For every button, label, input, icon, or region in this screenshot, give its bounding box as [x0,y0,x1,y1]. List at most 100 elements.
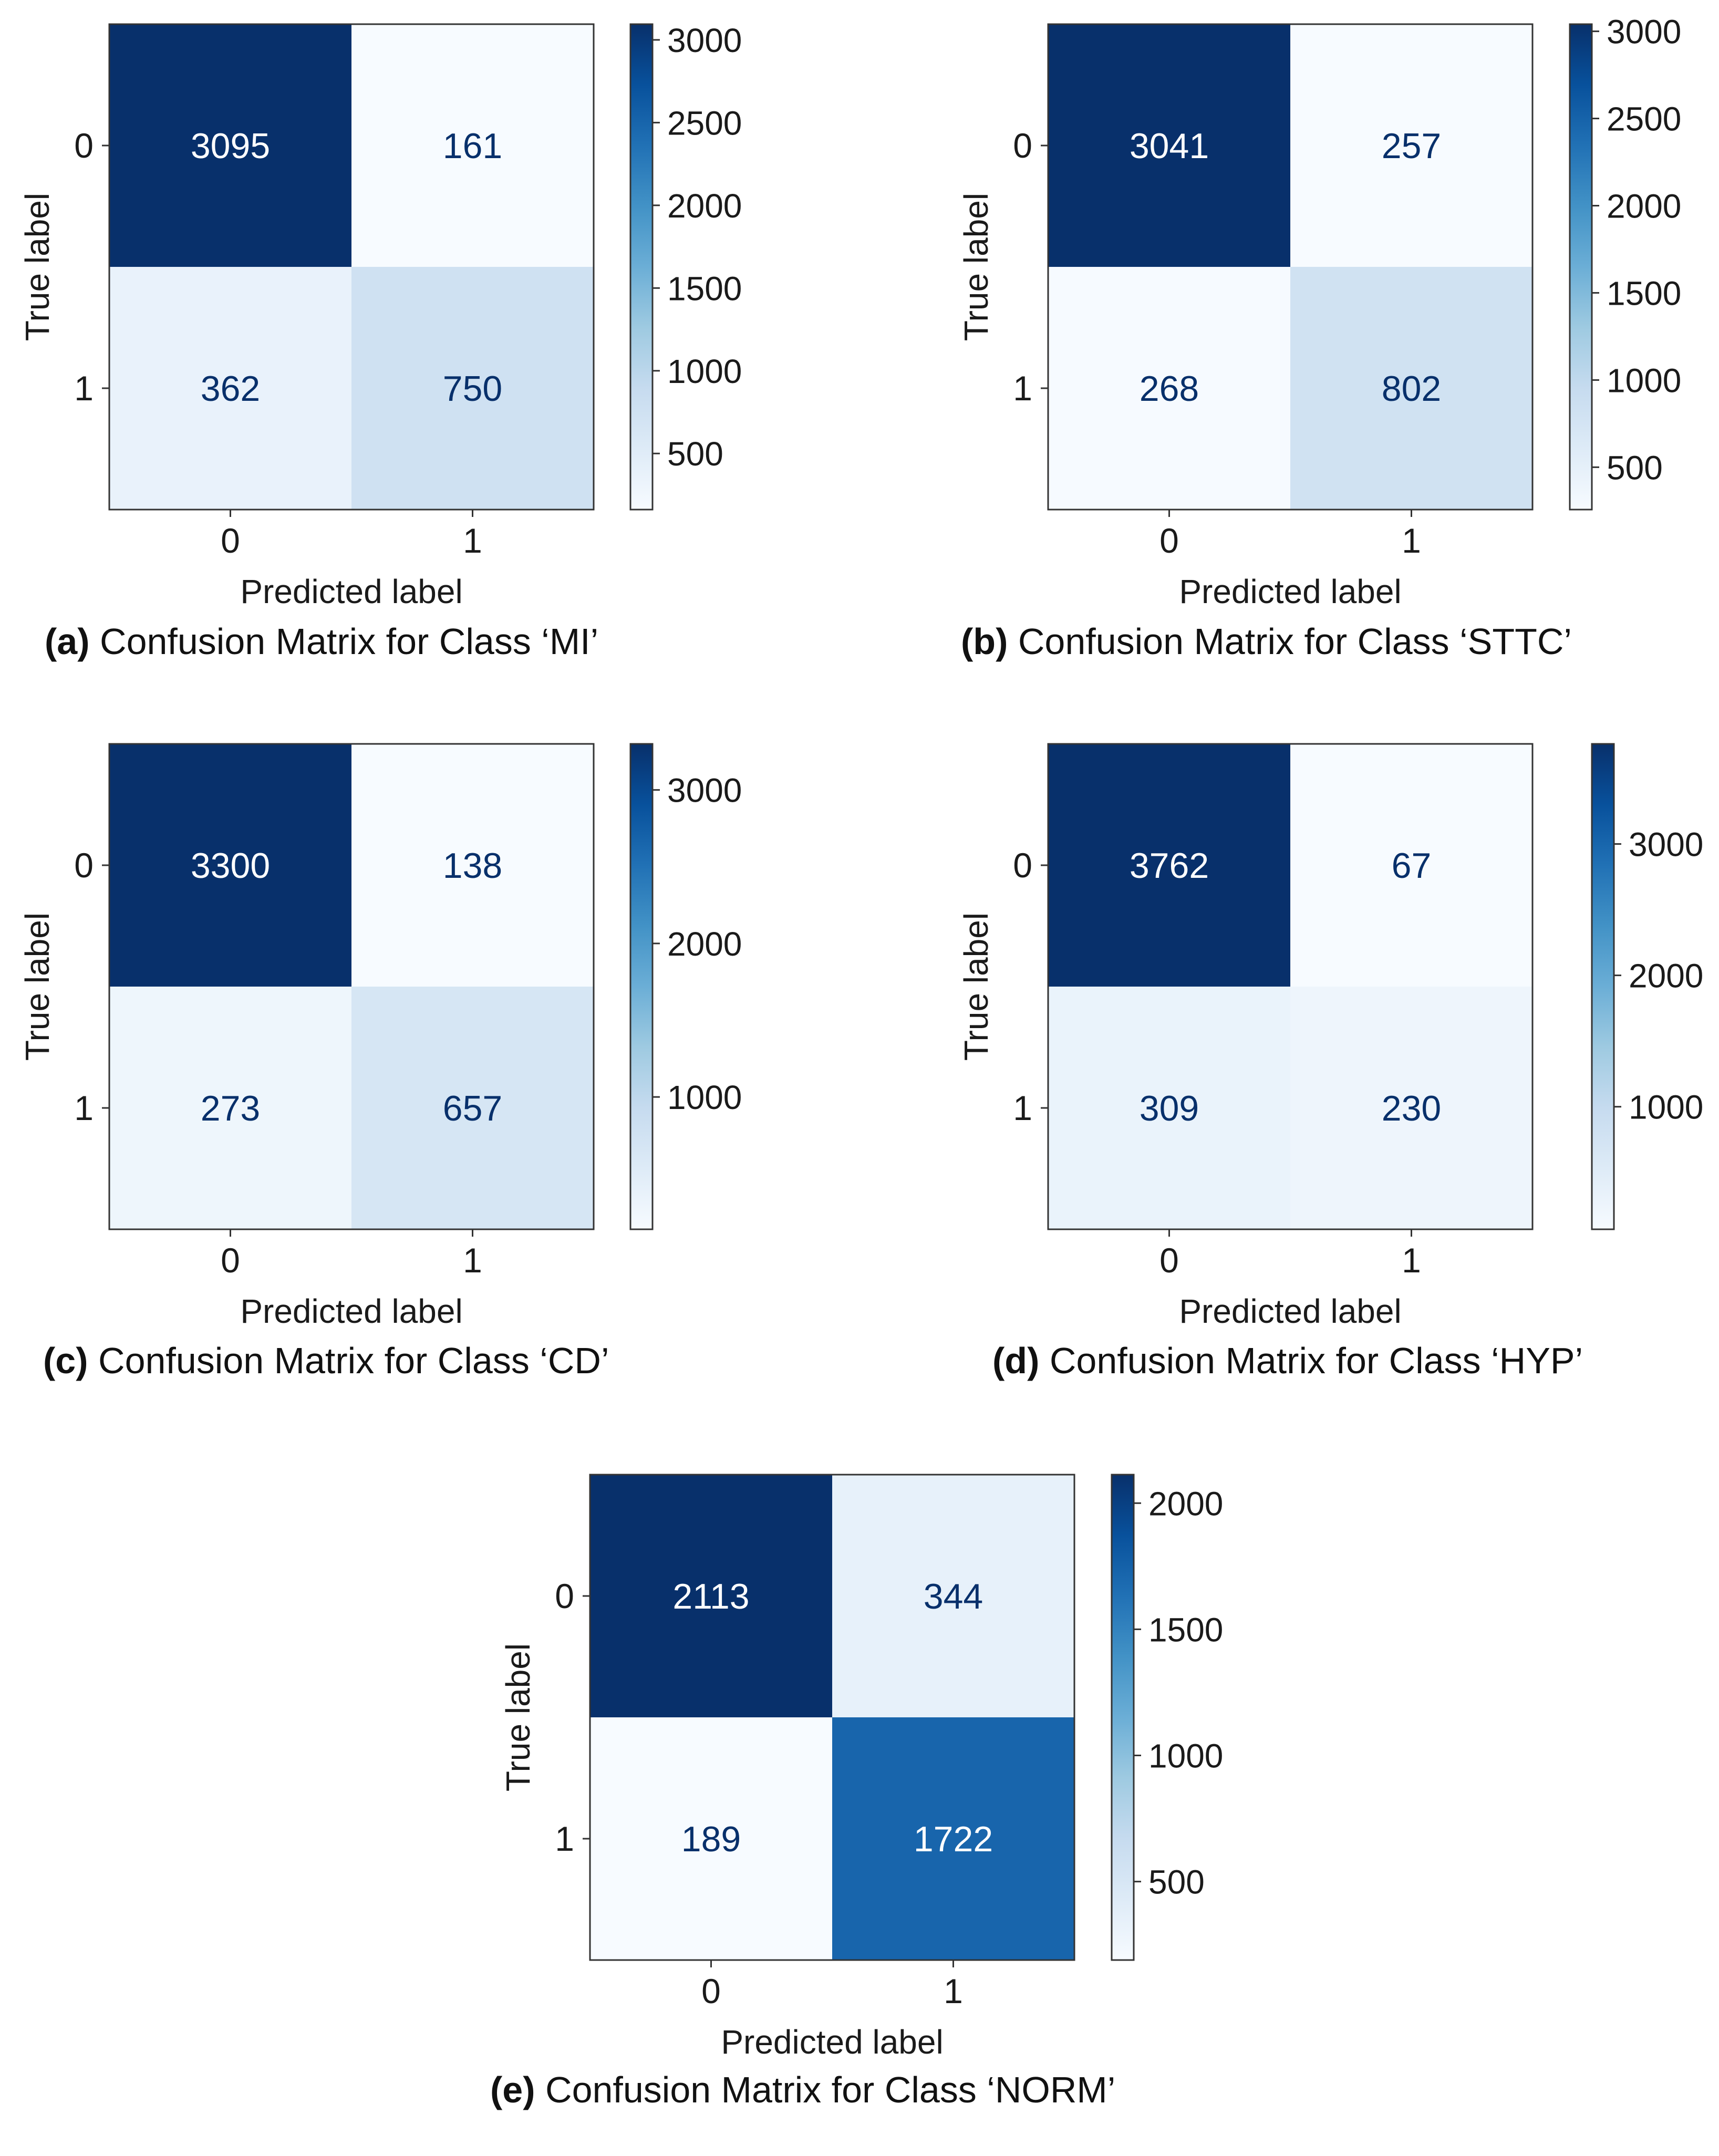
y-axis-label: True label [499,1643,537,1791]
cell-value-label: 750 [443,369,502,409]
cell-value-label: 3300 [191,846,270,886]
x-tick-label: 0 [221,521,240,560]
y-tick-label: 0 [1013,126,1032,165]
axes-frame [108,743,595,1230]
colorbar-tick-label: 2000 [1629,957,1703,995]
cell-value-label: 3095 [191,126,270,166]
cell-value-label: 3041 [1130,126,1209,166]
panel-caption-text: Confusion Matrix for Class ‘STTC’ [1008,621,1572,662]
colorbar-tick-label: 2000 [667,925,742,963]
matrix-cell [351,267,594,510]
colorbar-tick-label: 3000 [1629,826,1703,864]
x-axis-label: Predicted label [240,573,462,610]
cell-value-label: 344 [924,1577,983,1616]
x-tick-label: 1 [463,521,482,560]
panel-caption-text: Confusion Matrix for Class ‘CD’ [88,1340,609,1381]
cell-value-label: 273 [201,1089,260,1128]
matrix-cell [1290,267,1532,510]
y-tick-label: 0 [74,126,94,165]
colorbar-tick-label: 3000 [667,22,742,59]
axes-frame [1047,23,1534,511]
colorbar-tick-label: 3000 [667,772,742,810]
matrix-cell [109,24,351,267]
matrix-cell [1290,744,1532,987]
colorbar-tick-label: 2500 [1607,100,1681,138]
cell-value-label: 161 [443,126,502,166]
colorbar-tick-label: 2000 [667,187,742,225]
x-tick-label: 1 [944,1972,963,2010]
matrix-cell [590,1475,832,1717]
colorbar-tick-label: 500 [1148,1863,1205,1901]
y-axis-label: True label [18,913,56,1061]
colorbar-tick-label: 1000 [1629,1089,1703,1126]
colorbar [629,23,654,511]
panel-caption-tag: (d) [992,1340,1039,1381]
cell-value-label: 189 [681,1819,741,1859]
x-tick-label: 0 [701,1972,721,2010]
x-tick-label: 0 [1159,521,1179,560]
x-tick-label: 1 [463,1241,482,1280]
matrix-cell [1048,24,1290,267]
colorbar [1111,1474,1135,1961]
panel-caption: (e) Confusion Matrix for Class ‘NORM’ [490,2069,1115,2110]
colorbar [629,743,654,1230]
y-axis-label: True label [957,193,995,341]
panel-caption: (a) Confusion Matrix for Class ‘MI’ [45,621,598,662]
panel-caption-tag: (c) [43,1340,88,1381]
y-tick-label: 1 [1013,1089,1032,1127]
x-axis-label: Predicted label [1179,1292,1401,1330]
cell-value-label: 257 [1382,126,1441,166]
matrix-cell [832,1717,1074,1960]
panel-caption: (d) Confusion Matrix for Class ‘HYP’ [992,1340,1583,1381]
colorbar [1591,743,1615,1230]
matrix-cell [351,24,594,267]
cell-value-label: 802 [1382,369,1441,409]
colorbar-tick-label: 1000 [667,1079,742,1116]
x-axis-label: Predicted label [240,1292,462,1330]
cell-value-label: 268 [1140,369,1199,409]
axes-frame [589,1474,1075,1961]
colorbar-tick-label: 3000 [1607,13,1681,51]
panel-caption: (b) Confusion Matrix for Class ‘STTC’ [961,621,1572,662]
matrix-cell [351,744,594,987]
panel-caption: (c) Confusion Matrix for Class ‘CD’ [43,1340,609,1381]
matrix-cell [109,987,351,1229]
x-tick-label: 0 [1159,1241,1179,1280]
y-tick-label: 1 [1013,369,1032,408]
colorbar [1569,23,1593,511]
matrix-cell [1048,987,1290,1229]
cell-value-label: 3762 [1130,846,1209,886]
x-tick-label: 0 [221,1241,240,1280]
matrix-cell [109,744,351,987]
y-tick-label: 1 [74,369,94,408]
cell-value-label: 230 [1382,1089,1441,1128]
cell-value-label: 362 [201,369,260,409]
x-tick-label: 1 [1402,1241,1421,1280]
matrix-cell [1048,744,1290,987]
panel-caption-tag: (b) [961,621,1008,662]
cell-value-label: 138 [443,846,502,886]
colorbar-tick-label: 1000 [667,353,742,390]
panel-caption-tag: (e) [490,2069,535,2110]
colorbar-tick-label: 1500 [1607,274,1681,312]
panel-caption-tag: (a) [45,621,90,662]
x-tick-label: 1 [1402,521,1421,560]
matrix-cell [1290,24,1532,267]
colorbar-tick-label: 500 [1607,449,1663,486]
x-axis-label: Predicted label [721,2023,943,2061]
colorbar-tick-label: 2500 [667,104,742,142]
y-axis-label: True label [957,913,995,1061]
cell-value-label: 1722 [914,1819,993,1859]
y-tick-label: 0 [74,846,94,885]
colorbar-tick-label: 2000 [1607,188,1681,225]
colorbar-tick-label: 2000 [1148,1485,1223,1522]
cell-value-label: 2113 [672,1577,749,1616]
cell-value-label: 657 [443,1089,502,1128]
matrix-cell [351,987,594,1229]
